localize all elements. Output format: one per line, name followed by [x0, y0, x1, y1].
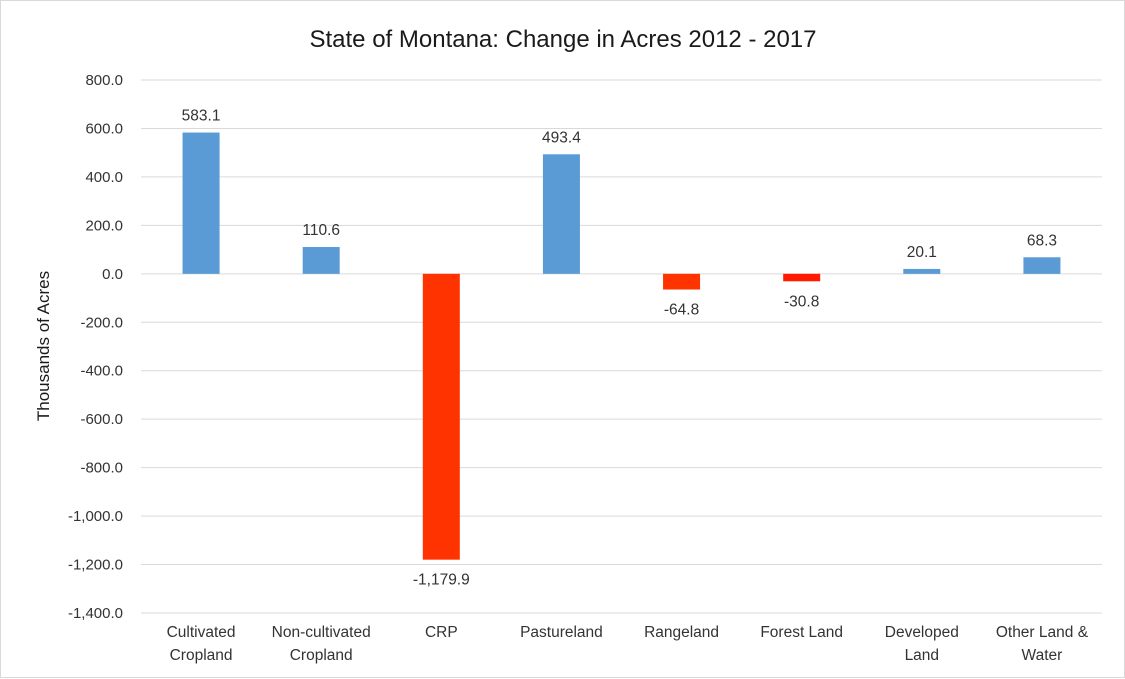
category-labels: Cultivated Cropland Non-cultivated Cropland…	[167, 624, 1089, 664]
bars	[182, 132, 1061, 560]
chart-title: State of Montana: Change in Acres 2012 -…	[309, 26, 816, 53]
y-axis-title: Thousands of Acres	[34, 271, 53, 421]
data-label: -30.8	[784, 293, 819, 310]
x-tick-label: Rangeland	[644, 624, 719, 641]
bar	[302, 247, 340, 274]
y-tick-label: -1,200.0	[68, 557, 123, 574]
data-label: 583.1	[182, 108, 221, 125]
y-tick-label: 0.0	[102, 266, 123, 283]
bar	[422, 273, 460, 560]
y-tick-label: 800.0	[85, 72, 123, 89]
y-tick-label: -1,000.0	[68, 508, 123, 525]
y-tick-label: -800.0	[80, 460, 123, 477]
x-tick-label: Other Land & Water	[996, 624, 1089, 664]
data-label: 68.3	[1027, 232, 1057, 249]
bar	[783, 273, 821, 282]
data-labels: 583.1 110.6 -1,179.9 493.4 -64.8 -30.8 20.1 68.…	[182, 108, 1057, 589]
bar	[1023, 257, 1061, 274]
data-label: 493.4	[542, 129, 581, 146]
y-tick-label: -1,400.0	[68, 605, 123, 622]
y-axis-ticks: 800.0 600.0 400.0 200.0 0.0 -200.0 -400.0 -600.…	[68, 72, 123, 622]
y-tick-label: -600.0	[80, 411, 123, 428]
data-label: 110.6	[302, 222, 340, 239]
bar	[903, 268, 941, 274]
x-tick-label: Non-cultivated Cropland	[272, 624, 371, 664]
y-tick-label: 600.0	[85, 120, 123, 137]
x-tick-label: CRP	[425, 624, 458, 641]
x-tick-label: Forest Land	[760, 624, 843, 641]
y-tick-label: 400.0	[85, 169, 123, 186]
bar	[182, 132, 220, 274]
y-tick-label: 200.0	[85, 217, 123, 234]
x-tick-label: Cultivated Cropland	[167, 624, 236, 664]
y-tick-label: -400.0	[80, 363, 123, 380]
gridlines	[141, 79, 1102, 614]
x-tick-label: Pastureland	[520, 624, 603, 641]
bar	[542, 154, 580, 274]
data-label: -64.8	[664, 302, 699, 319]
data-label: -1,179.9	[413, 572, 470, 589]
data-label: 20.1	[907, 244, 937, 261]
bar	[663, 273, 701, 290]
x-tick-label: Developed Land	[885, 624, 959, 664]
y-tick-label: -200.0	[80, 314, 123, 331]
